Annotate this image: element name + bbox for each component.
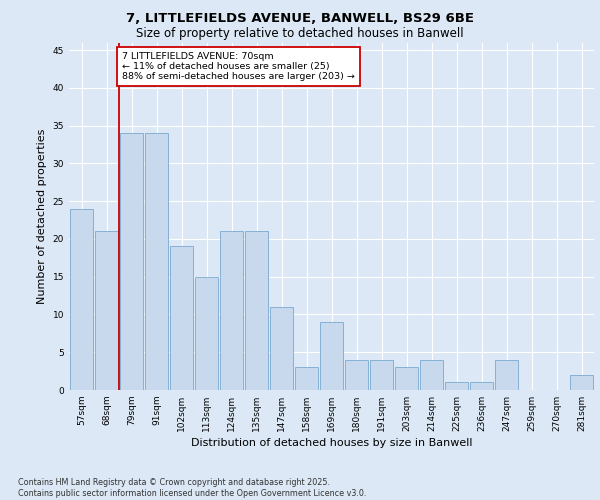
Bar [345,360,368,390]
Bar [470,382,493,390]
Y-axis label: Number of detached properties: Number of detached properties [37,128,47,304]
Bar [70,208,93,390]
Bar [195,276,218,390]
Bar [95,232,118,390]
Bar [245,232,268,390]
Bar [170,246,193,390]
Bar [220,232,243,390]
Bar [420,360,443,390]
Bar [370,360,393,390]
X-axis label: Distribution of detached houses by size in Banwell: Distribution of detached houses by size … [191,438,472,448]
Bar [320,322,343,390]
Bar [495,360,518,390]
Text: Contains HM Land Registry data © Crown copyright and database right 2025.
Contai: Contains HM Land Registry data © Crown c… [18,478,367,498]
Bar [295,368,318,390]
Text: 7, LITTLEFIELDS AVENUE, BANWELL, BS29 6BE: 7, LITTLEFIELDS AVENUE, BANWELL, BS29 6B… [126,12,474,26]
Bar [270,307,293,390]
Text: Size of property relative to detached houses in Banwell: Size of property relative to detached ho… [136,28,464,40]
Bar [395,368,418,390]
Text: 7 LITTLEFIELDS AVENUE: 70sqm
← 11% of detached houses are smaller (25)
88% of se: 7 LITTLEFIELDS AVENUE: 70sqm ← 11% of de… [122,52,355,82]
Bar [120,133,143,390]
Bar [570,375,593,390]
Bar [445,382,468,390]
Bar [145,133,168,390]
